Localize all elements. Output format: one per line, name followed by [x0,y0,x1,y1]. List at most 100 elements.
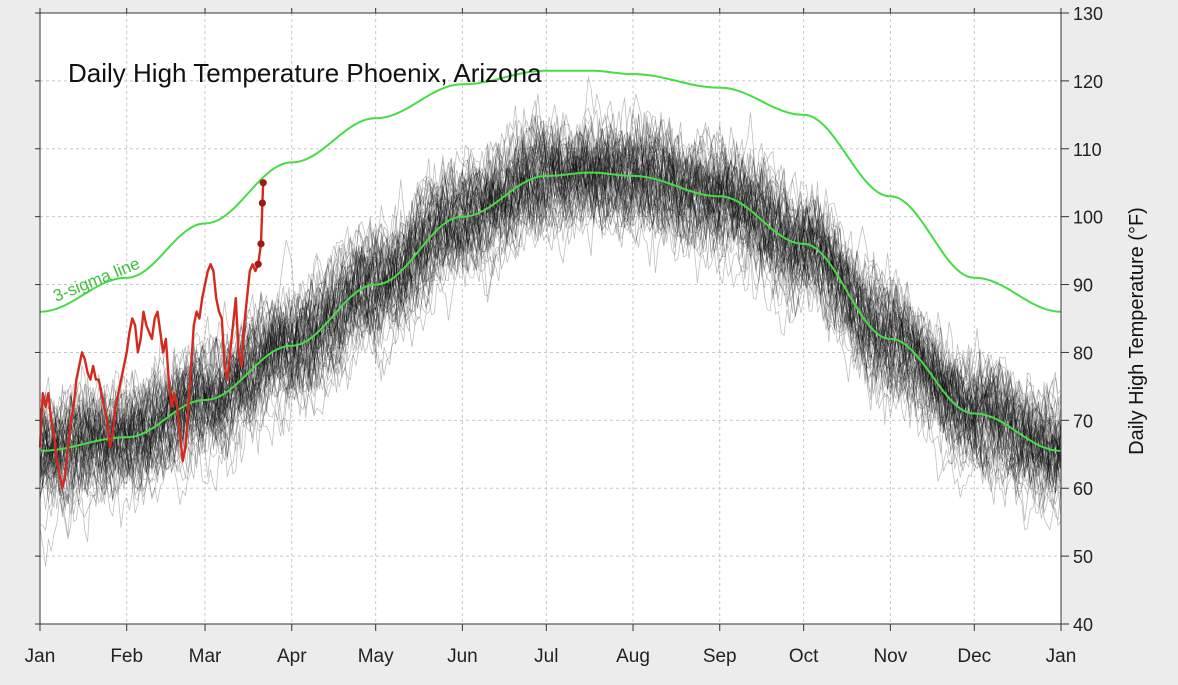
history-year-line [39,177,1062,537]
y-tick-label: 90 [1073,276,1093,296]
history-year-line [39,100,1062,469]
x-tick-label: Nov [873,646,907,667]
y-tick-label: 70 [1073,411,1093,431]
y-axis-title: Daily High Temperature (°F) [1126,207,1148,455]
history-year-line [39,129,1062,492]
history-year-line [39,125,1062,481]
history-year-line [39,122,1062,493]
history-year-line [39,150,1062,501]
x-tick-label: May [358,646,394,667]
history-year-line [39,112,1062,489]
history-year-line [39,113,1062,489]
history-year-line [39,124,1062,493]
history-year-line [39,115,1062,482]
plot-frame [39,12,1062,625]
history-year-line [39,128,1062,514]
x-tick-label: Aug [616,646,650,667]
x-tick-label: Jan [1046,646,1077,667]
axes: 40 50 60 70 80 90 100 110 120 130 Jan Feb Mar Apr May J… [25,4,1103,667]
y-tick-label: 100 [1073,208,1103,228]
x-tick-label: Jul [534,646,558,667]
history-year-line [39,163,1062,568]
history-year-line [39,151,1062,501]
history-year-line [39,156,1062,518]
current-year-point [257,240,265,248]
history-year-line [39,141,1062,489]
current-year-point [258,199,266,207]
history-year-line [39,127,1062,479]
y-tick-label: 130 [1073,4,1103,24]
x-tick-label: Oct [789,646,819,667]
history-year-line [39,123,1062,497]
history-year-line [39,134,1062,532]
history-year-line [39,157,1062,527]
y-tick-label: 50 [1073,547,1093,567]
history-year-line [39,135,1062,501]
three-sigma-line [39,69,1062,313]
history-year-line [39,118,1062,518]
history-year-line [39,118,1062,500]
x-tick-label: Sep [703,646,737,667]
history-year-line [39,123,1062,503]
current-year-line [38,182,265,490]
history-year-line [39,127,1062,495]
history-year-line [39,76,1062,476]
history-year-line [39,129,1062,499]
history-year-line [39,134,1062,501]
history-year-line [39,126,1062,498]
plot-background [40,13,1061,624]
history-year-line [39,93,1062,470]
history-year-line [39,161,1062,518]
history-year-line [39,107,1062,465]
history-year-line [39,97,1062,476]
history-year-line [39,129,1062,479]
y-tick-label: 80 [1073,343,1093,363]
history-year-line [39,168,1062,505]
history-year-line [39,130,1062,513]
history-year-line [39,135,1062,486]
history-year-line [39,100,1062,472]
mean-line [39,171,1062,452]
history-year-line [39,119,1062,478]
history-year-line [39,121,1062,478]
x-tick-label: Mar [189,646,222,667]
history-year-line [39,120,1062,484]
history-year-line [39,136,1062,499]
history-year-line [39,134,1062,498]
history-year-line [39,154,1062,523]
history-year-line [39,115,1062,470]
history-year-line [39,105,1062,485]
current-year-point [254,260,262,268]
history-year-line [39,119,1062,482]
history-year-line [39,108,1062,456]
y-tick-label: 40 [1073,615,1093,635]
y-tick-label: 120 [1073,72,1103,92]
history-year-line [39,135,1062,508]
historical-lines [39,76,1062,568]
x-tick-label: Jan [25,646,56,667]
history-year-line [39,122,1062,481]
history-year-line [39,154,1062,528]
history-year-line [39,110,1062,490]
history-year-line [39,93,1062,485]
current-year-point [259,179,267,187]
history-year-line [39,149,1062,505]
grid [40,13,1061,624]
history-year-line [39,109,1062,458]
x-tick-label: Feb [110,646,143,667]
y-tick-label: 110 [1073,140,1102,160]
chart-title: Daily High Temperature Phoenix, Arizona [68,58,542,88]
y-tick-label: 60 [1073,479,1093,499]
history-year-line [39,130,1062,515]
series-lines [38,69,1062,490]
history-year-line [39,124,1062,479]
history-year-line [39,111,1062,470]
history-year-line [39,131,1062,505]
history-year-line [39,130,1062,489]
x-tick-label: Apr [277,646,307,667]
x-tick-label: Jun [447,646,478,667]
history-year-line [39,122,1062,486]
history-year-line [39,125,1062,481]
x-tick-label: Dec [957,646,991,667]
